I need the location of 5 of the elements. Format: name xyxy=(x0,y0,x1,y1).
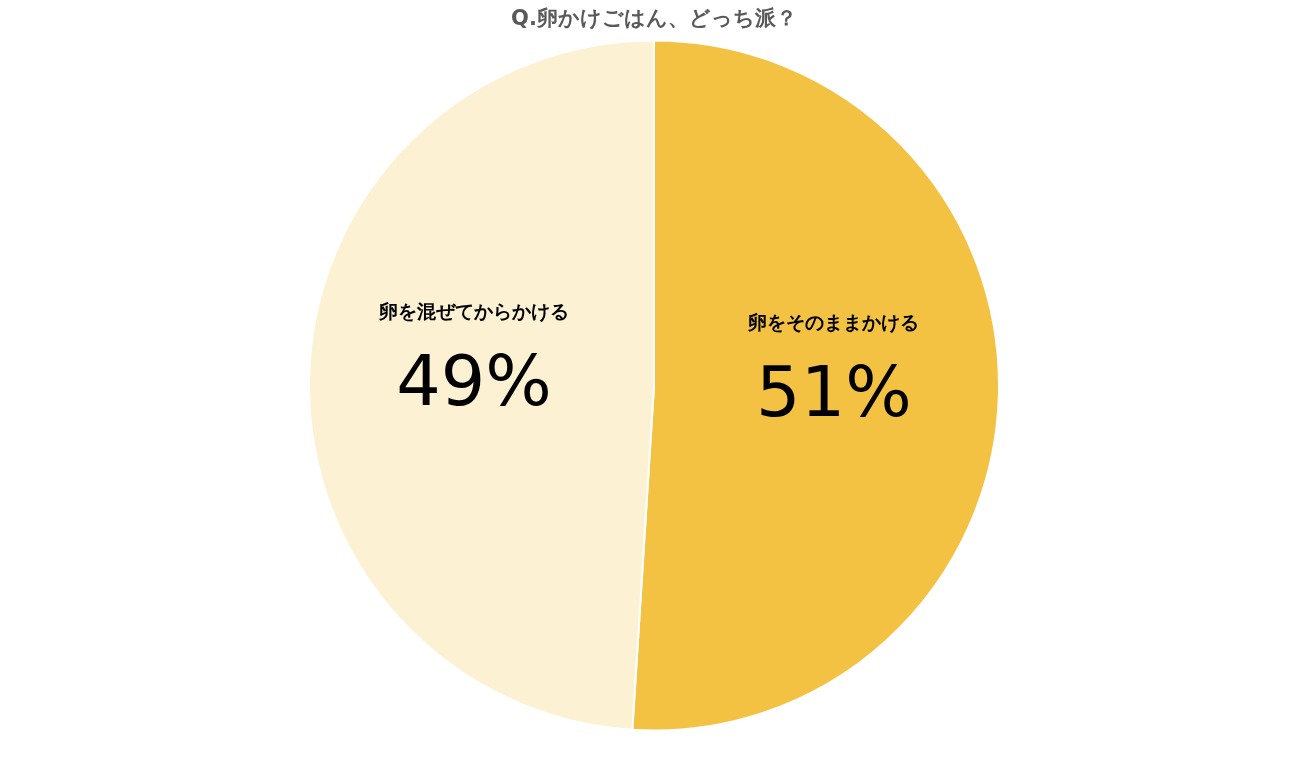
slice-label: 卵をそのままかける xyxy=(747,311,920,334)
data-label: 49% xyxy=(396,339,552,422)
data-label: 51% xyxy=(756,351,912,434)
chart-title: Q.卵かけごはん、どっち派？ xyxy=(511,6,797,30)
slice-label: 卵を混ぜてからかける xyxy=(378,299,570,322)
